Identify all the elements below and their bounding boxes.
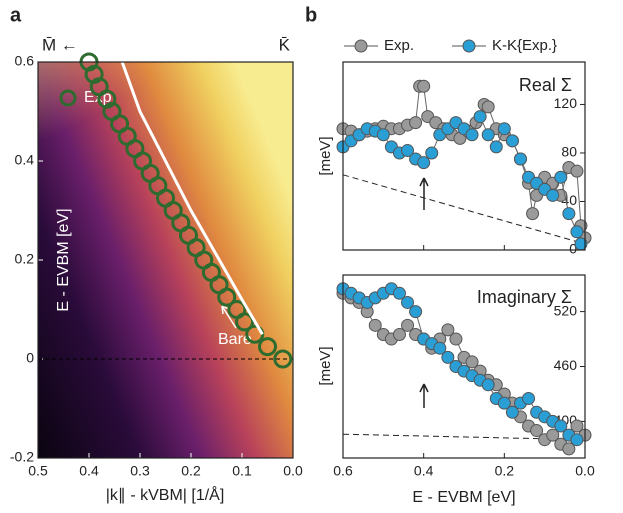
y-tick-label: 460 — [554, 357, 578, 373]
data-point — [489, 140, 503, 154]
data-point — [473, 110, 487, 124]
y-tick-label: 0.2 — [15, 251, 35, 267]
data-point — [570, 164, 584, 178]
data-point — [513, 152, 527, 166]
data-point — [258, 337, 277, 357]
data-point — [554, 419, 568, 433]
data-point — [441, 323, 455, 337]
data-point — [409, 116, 423, 130]
x-tick-label: 0.0 — [575, 463, 595, 479]
data-point — [273, 349, 293, 369]
panel-title: Real Σ — [519, 75, 572, 95]
data-point — [401, 295, 415, 309]
data-point — [570, 433, 584, 447]
series-line — [342, 85, 586, 239]
data-point — [245, 324, 265, 344]
y-tick-label: 0.6 — [15, 53, 35, 69]
y-tick-label: -0.2 — [10, 449, 34, 465]
data-point — [441, 350, 455, 364]
data-point — [449, 332, 463, 346]
data-point — [481, 100, 495, 114]
panel-label: a — [10, 4, 22, 26]
heatmap — [38, 62, 293, 458]
data-point — [425, 146, 439, 160]
data-point — [465, 128, 479, 142]
x-tick-label: 0.2 — [181, 463, 201, 479]
annotation-arrow — [419, 177, 429, 210]
data-point — [530, 424, 544, 438]
data-point — [481, 378, 495, 392]
x-tick-label: 0.5 — [28, 463, 48, 479]
legend-marker — [59, 89, 77, 107]
data-point — [546, 188, 560, 202]
data-point — [562, 207, 576, 221]
y-tick-label: 120 — [554, 95, 578, 111]
x-tick-label: 0.1 — [232, 463, 252, 479]
plot-frame — [342, 274, 586, 459]
y-tick-label: 0 — [26, 350, 34, 366]
data-point — [497, 122, 511, 136]
data-point — [401, 144, 415, 158]
plot-frame — [342, 61, 586, 251]
data-point — [554, 170, 568, 184]
data-point — [526, 207, 540, 221]
y-tick-label: 0.4 — [15, 152, 35, 168]
x-tick-label: 0.4 — [79, 463, 99, 479]
y-tick-label: 520 — [554, 302, 578, 318]
panel-title: Imaginary Σ — [477, 287, 572, 307]
data-point — [522, 392, 536, 406]
end-label: K̄ — [279, 35, 291, 54]
data-point — [562, 442, 576, 456]
data-point — [465, 355, 479, 369]
y-axis-label: [meV] — [317, 346, 334, 385]
annotation: Bare — [218, 331, 252, 348]
x-tick-label: 0.0 — [283, 463, 303, 479]
data-point — [409, 305, 423, 319]
x-axis-label: |k∥ - kVBM| [1/Å] — [106, 485, 225, 504]
reference-line — [342, 174, 586, 245]
x-tick-label: 0.4 — [414, 463, 434, 479]
data-point — [376, 128, 390, 142]
legend-marker — [354, 39, 368, 53]
end-label: M̄ ← — [42, 35, 78, 54]
data-point — [481, 128, 495, 142]
data-point — [392, 327, 406, 341]
data-point — [570, 419, 584, 433]
legend-label: Exp. — [384, 37, 414, 54]
y-tick-label: 80 — [561, 144, 577, 160]
data-point — [417, 79, 431, 93]
panel-label: b — [305, 4, 317, 26]
data-point — [401, 318, 415, 332]
x-axis-label: E - EVBM [eV] — [412, 489, 515, 506]
data-point — [433, 341, 447, 355]
data-point — [505, 134, 519, 148]
data-point — [505, 405, 519, 419]
plot-frame — [37, 61, 294, 459]
x-tick-label: 0.6 — [333, 463, 353, 479]
x-tick-label: 0.2 — [495, 463, 515, 479]
data-point — [392, 286, 406, 300]
data-point — [546, 428, 560, 442]
data-point — [417, 156, 431, 170]
data-point — [368, 318, 382, 332]
x-tick-label: 0.3 — [130, 463, 150, 479]
y-axis-label: E - EVBM [eV] — [55, 208, 72, 311]
bare-band — [120, 61, 264, 336]
y-tick-label: 0 — [569, 241, 577, 257]
annotation-arrow — [419, 383, 429, 408]
legend-marker — [462, 39, 476, 53]
y-axis-label: [meV] — [317, 136, 334, 175]
data-point — [227, 300, 247, 319]
legend-label: K-K{Exp.} — [492, 37, 557, 54]
data-point — [497, 396, 511, 410]
data-point — [570, 225, 584, 239]
